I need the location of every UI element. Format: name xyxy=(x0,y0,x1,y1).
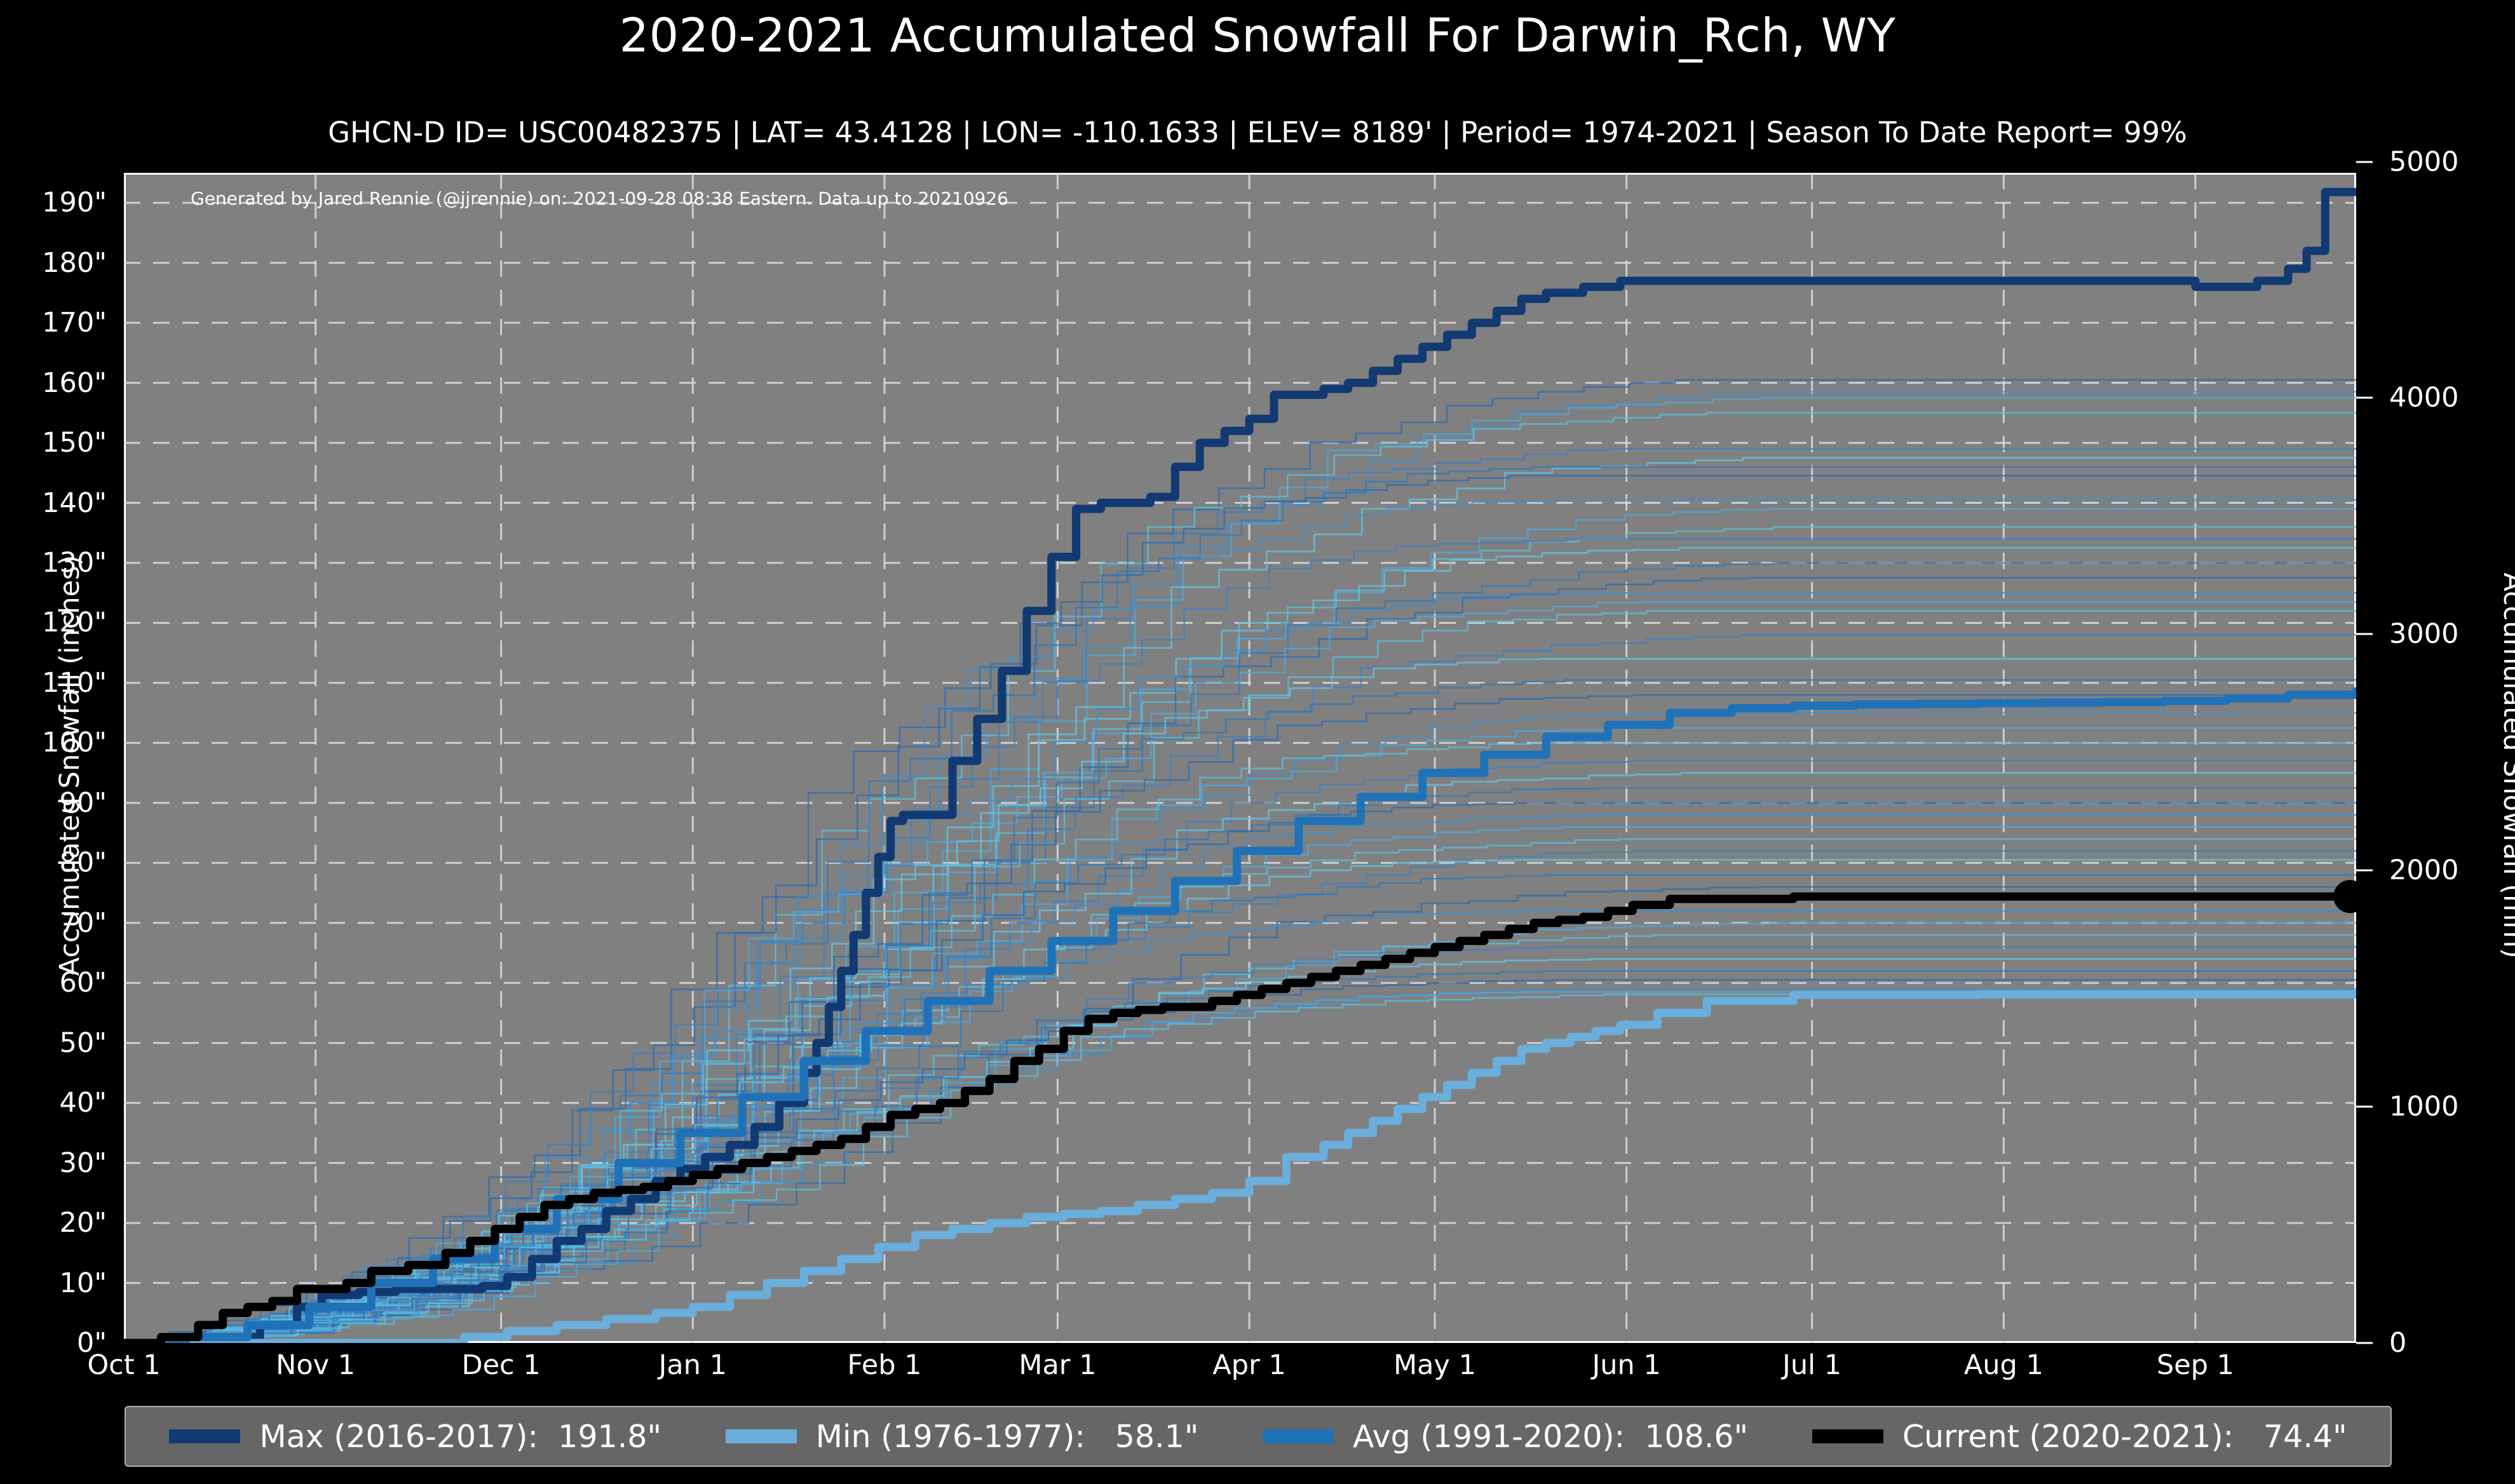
legend-swatch-avg xyxy=(1263,1429,1334,1443)
x-tick-label: Nov 1 xyxy=(276,1349,356,1381)
background-season-trace xyxy=(124,814,2356,1343)
current-value-marker xyxy=(2333,880,2356,914)
background-season-trace xyxy=(124,475,2356,1343)
y-tick-label-left: 80" xyxy=(59,847,107,879)
y-tick-label-left: 60" xyxy=(59,967,107,999)
y-tick-label-left: 40" xyxy=(59,1087,107,1119)
y-tick-label-left: 0" xyxy=(76,1327,107,1359)
y-tick-label-right: 1000 xyxy=(2389,1091,2459,1123)
x-tick-label: Sep 1 xyxy=(2156,1349,2235,1381)
background-season-trace xyxy=(124,886,2356,1343)
x-tick-label: Jul 1 xyxy=(1782,1349,1842,1381)
legend-swatch-max xyxy=(169,1429,241,1443)
y-tick-label-left: 160" xyxy=(42,367,107,399)
background-season-trace xyxy=(124,991,2356,1343)
x-tick-label: Dec 1 xyxy=(461,1349,541,1381)
y-tick-label-left: 30" xyxy=(59,1147,107,1179)
legend-label-min: Min (1976-1977): 58.1" xyxy=(815,1418,1199,1455)
y-tick-label-left: 190" xyxy=(42,187,107,219)
y-tick-label-right: 0 xyxy=(2389,1327,2407,1359)
legend-label-current: Current (2020-2021): 74.4" xyxy=(1902,1418,2347,1455)
legend-label-max: Max (2016-2017): 191.8" xyxy=(259,1418,661,1455)
x-tick-label: Aug 1 xyxy=(1963,1349,2044,1381)
plot-svg xyxy=(124,173,2356,1343)
x-tick-label: Oct 1 xyxy=(87,1349,161,1381)
background-season-trace xyxy=(124,466,2356,1343)
series-line-current xyxy=(124,892,2354,1343)
x-tick-label: Mar 1 xyxy=(1019,1349,1097,1381)
background-season-trace xyxy=(124,850,2356,1343)
legend-entry-avg[interactable]: Avg (1991-2020): 108.6" xyxy=(1263,1419,1748,1455)
series-line-max xyxy=(124,187,2356,1343)
y-tick-mark-right xyxy=(2356,161,2373,163)
x-tick-label: Apr 1 xyxy=(1212,1349,1286,1381)
y-tick-mark-right xyxy=(2356,1342,2373,1344)
chart-subtitle: GHCN-D ID= USC00482375 | LAT= 43.4128 | … xyxy=(328,116,2187,149)
page-title: 2020-2021 Accumulated Snowfall For Darwi… xyxy=(619,9,1896,63)
y-axis-label-right: Accumulated Snowfall (mm) xyxy=(2497,572,2515,959)
y-tick-label-left: 120" xyxy=(42,607,107,639)
y-tick-mark-right xyxy=(2356,396,2373,399)
x-tick-label: May 1 xyxy=(1393,1349,1476,1381)
y-tick-label-left: 150" xyxy=(42,427,107,459)
y-tick-label-right: 5000 xyxy=(2389,145,2459,178)
y-tick-label-left: 140" xyxy=(42,487,107,519)
plot-background xyxy=(124,173,2356,1343)
legend-label-avg: Avg (1991-2020): 108.6" xyxy=(1353,1418,1749,1455)
credit-text: Generated by Jared Rennie (@jjrennie) on… xyxy=(191,188,1008,209)
y-tick-label-left: 70" xyxy=(59,907,107,939)
legend-swatch-current xyxy=(1812,1429,1883,1443)
background-season-trace xyxy=(124,979,2356,1343)
background-season-trace xyxy=(124,610,2356,1343)
y-tick-label-left: 170" xyxy=(42,307,107,339)
plot-area xyxy=(124,173,2356,1343)
legend-entry-current[interactable]: Current (2020-2021): 74.4" xyxy=(1812,1419,2347,1455)
y-tick-label-left: 110" xyxy=(42,666,107,699)
background-season-trace xyxy=(124,958,2356,1343)
y-tick-label-right: 3000 xyxy=(2389,618,2459,651)
x-tick-label: Jun 1 xyxy=(1592,1349,1661,1381)
y-tick-label-left: 130" xyxy=(42,547,107,579)
y-tick-label-left: 100" xyxy=(42,727,107,759)
y-tick-label-left: 180" xyxy=(42,246,107,279)
x-tick-label: Jan 1 xyxy=(658,1349,727,1381)
background-season-trace xyxy=(124,448,2356,1343)
background-season-trace xyxy=(124,838,2356,1343)
background-season-trace xyxy=(124,694,2356,1343)
background-season-trace xyxy=(124,922,2356,1343)
y-tick-label-left: 20" xyxy=(59,1207,107,1239)
y-tick-label-right: 2000 xyxy=(2389,854,2459,887)
background-season-trace xyxy=(124,379,2356,1343)
background-season-trace xyxy=(124,970,2356,1343)
legend-entry-max[interactable]: Max (2016-2017): 191.8" xyxy=(169,1419,661,1455)
y-tick-label-left: 50" xyxy=(59,1027,107,1059)
chart-legend: Max (2016-2017): 191.8" Min (1976-1977): … xyxy=(125,1406,2392,1467)
background-season-trace xyxy=(124,601,2356,1343)
background-season-trace xyxy=(124,508,2356,1343)
y-tick-mark-right xyxy=(2356,1105,2373,1108)
y-tick-label-left: 90" xyxy=(59,786,107,819)
legend-swatch-min xyxy=(725,1429,797,1443)
x-tick-label: Feb 1 xyxy=(847,1349,922,1381)
legend-entry-min[interactable]: Min (1976-1977): 58.1" xyxy=(725,1418,1199,1455)
y-tick-mark-right xyxy=(2356,633,2373,635)
y-tick-mark-right xyxy=(2356,869,2373,872)
y-tick-label-right: 4000 xyxy=(2389,382,2459,414)
background-season-trace xyxy=(124,988,2356,1343)
series-line-min xyxy=(124,990,2356,1343)
background-season-trace xyxy=(124,874,2356,1343)
y-tick-label-left: 10" xyxy=(59,1267,107,1299)
